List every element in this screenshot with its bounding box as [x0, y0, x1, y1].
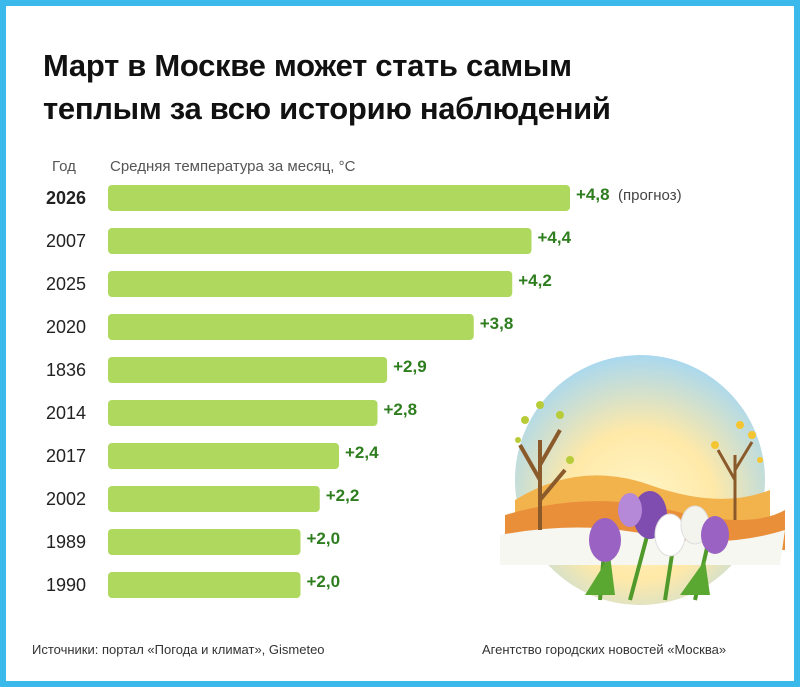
year-label: 2014	[46, 403, 86, 423]
bar-2002	[108, 486, 320, 512]
year-label: 2025	[46, 274, 86, 294]
value-label: +4,4	[538, 228, 572, 247]
bar-2020	[108, 314, 474, 340]
value-label: +2,4	[345, 443, 379, 462]
bar-2017	[108, 443, 339, 469]
value-column-header: Средняя температура за месяц, °C	[110, 158, 356, 175]
bar-2007	[108, 228, 532, 254]
bar-2025	[108, 271, 513, 297]
crocus-flowers-icon	[585, 491, 729, 601]
agency-credit: Агентство городских новостей «Москва»	[482, 642, 727, 657]
value-label: +2,8	[384, 400, 418, 419]
year-label: 1836	[46, 360, 86, 380]
tree-left-icon	[518, 429, 567, 530]
bar-2014	[108, 400, 378, 426]
value-label: +2,9	[393, 357, 427, 376]
bar-1989	[108, 529, 301, 555]
bar-2026	[108, 185, 570, 211]
value-label: +2,0	[307, 529, 341, 548]
bar-1990	[108, 572, 301, 598]
year-label: 2026	[46, 188, 86, 208]
infographic-card: Март в Москве может стать самым теплым за…	[6, 6, 794, 681]
year-label: 2002	[46, 489, 86, 509]
forecast-note: (прогноз)	[618, 187, 682, 204]
year-label: 2017	[46, 446, 86, 466]
value-label: +3,8	[480, 314, 514, 333]
year-label: 1990	[46, 575, 86, 595]
value-label: +2,0	[307, 572, 341, 591]
tree-right-icon	[716, 441, 754, 520]
title-line-1: Март в Москве может стать самым	[43, 48, 572, 83]
bar-1836	[108, 357, 388, 383]
value-label: +4,8	[576, 185, 610, 204]
year-label: 1989	[46, 532, 86, 552]
year-label: 2020	[46, 317, 86, 337]
year-column-header: Год	[52, 158, 76, 175]
page-title: Март в Москве может стать самым теплым за…	[43, 44, 611, 130]
year-label: 2007	[46, 231, 86, 251]
value-label: +4,2	[518, 271, 552, 290]
sources-note: Источники: портал «Погода и климат», Gis…	[32, 642, 325, 657]
spring-crocus-illustration	[500, 355, 785, 605]
bar-chart: 2026 +4,8 (прогноз) 2007 +4,4 2025 +4,2 2020 +3,…	[46, 185, 682, 598]
title-line-2: теплым за всю историю наблюдений	[43, 91, 611, 126]
value-label: +2,2	[326, 486, 360, 505]
